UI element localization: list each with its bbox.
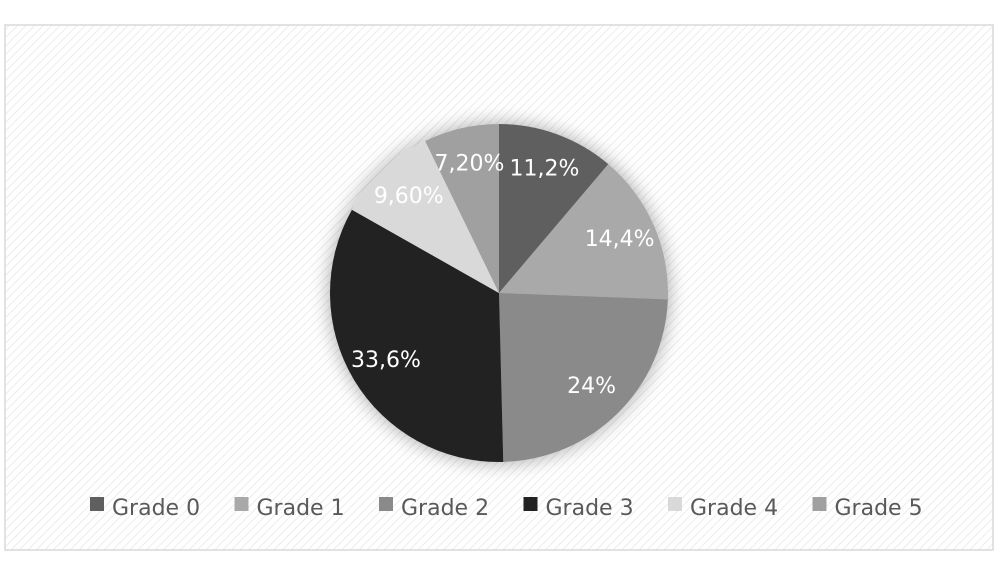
legend-swatch [379, 497, 393, 511]
data-label: 9,60% [374, 184, 444, 209]
pie-slice [425, 124, 499, 293]
legend-label: Grade 1 [257, 496, 345, 521]
data-label: 33,6% [351, 348, 421, 373]
legend-swatch [90, 497, 104, 511]
legend-swatch [523, 497, 538, 511]
data-label: 7,20% [434, 152, 504, 177]
pie-slice [351, 141, 499, 293]
pie-slice [499, 124, 609, 293]
pie-slice [499, 164, 668, 300]
pie [330, 124, 668, 462]
legend-label: Grade 3 [546, 496, 634, 521]
legend-swatch [234, 497, 249, 511]
legend-swatch [668, 497, 682, 511]
legend-swatch [812, 497, 827, 511]
legend-label: Grade 4 [690, 496, 778, 521]
pie-slice [330, 209, 504, 462]
data-label: 14,4% [585, 227, 655, 252]
data-label: 24% [567, 374, 616, 399]
pie-slice [499, 293, 668, 462]
legend-label: Grade 0 [112, 496, 200, 521]
legend-label: Grade 2 [401, 496, 489, 521]
data-label: 11,2% [509, 156, 579, 181]
legend-label: Grade 5 [835, 496, 923, 521]
